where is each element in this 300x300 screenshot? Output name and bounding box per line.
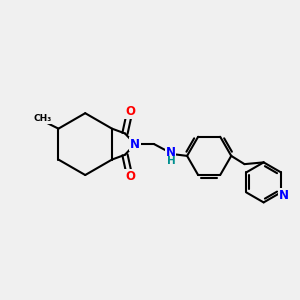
Text: O: O (125, 105, 135, 119)
Text: N: N (279, 189, 289, 202)
Text: N: N (130, 138, 140, 151)
Text: O: O (125, 170, 135, 183)
Text: H: H (167, 156, 175, 166)
Text: CH₃: CH₃ (33, 114, 51, 123)
Text: N: N (166, 146, 176, 159)
